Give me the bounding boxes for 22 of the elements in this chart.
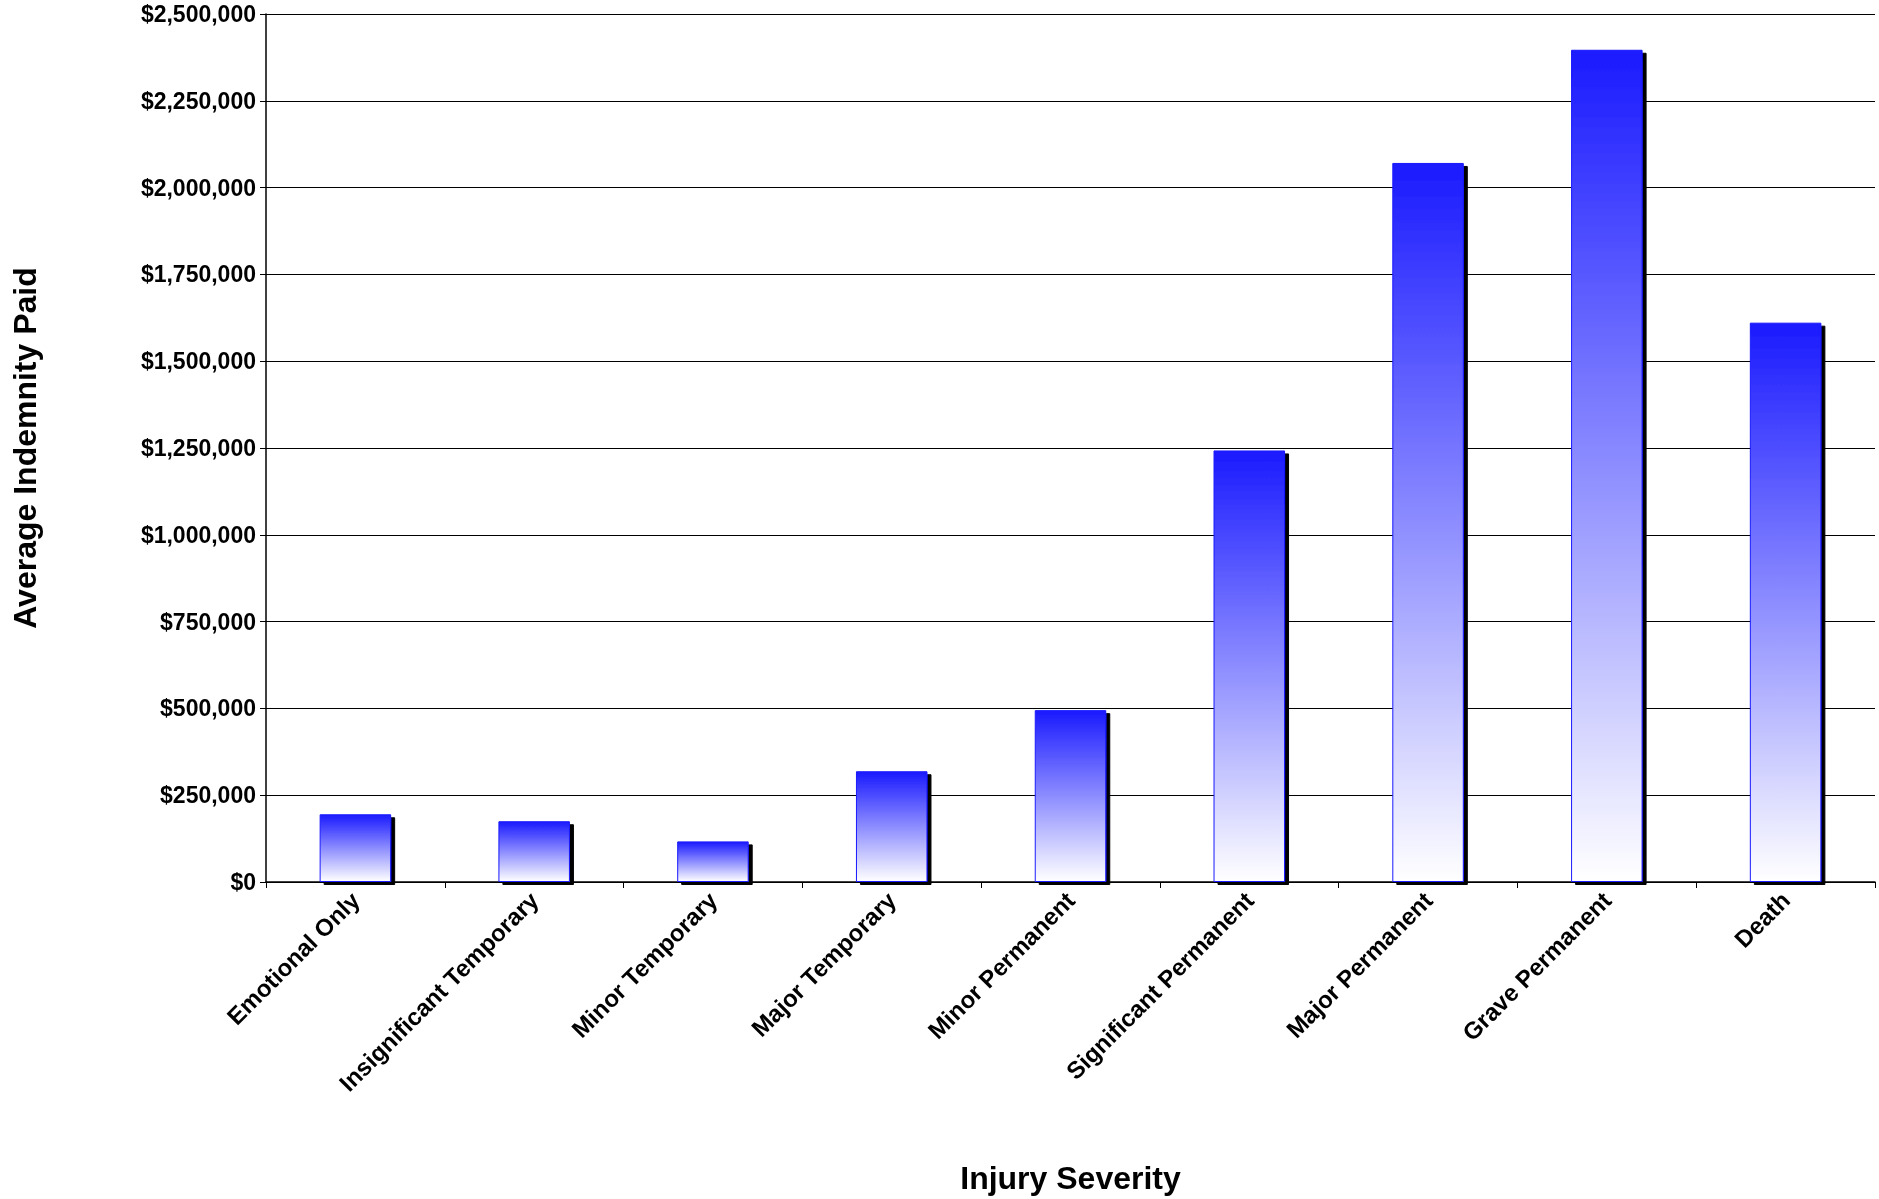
y-tick-label: $250,000 — [160, 782, 256, 809]
y-tick-label: $750,000 — [160, 608, 256, 635]
y-tick-label: $2,000,000 — [140, 174, 256, 201]
bar — [1213, 450, 1286, 882]
y-tick-label: $1,500,000 — [140, 348, 256, 375]
y-axis-title: Average Indemnity Paid — [7, 267, 43, 629]
x-axis-title: Injury Severity — [960, 1160, 1181, 1196]
y-tick-label: $2,500,000 — [140, 1, 256, 27]
bar — [1749, 322, 1822, 882]
y-tick-label: $500,000 — [160, 695, 256, 722]
bar — [855, 771, 928, 882]
bar — [319, 814, 392, 882]
y-tick-label: $2,250,000 — [140, 87, 256, 114]
bar — [1034, 710, 1107, 882]
bar — [677, 841, 749, 882]
y-tick-label: $0 — [230, 869, 256, 895]
bar — [498, 821, 570, 882]
y-tick-label: $1,250,000 — [140, 435, 256, 461]
y-tick-label: $1,000,000 — [140, 521, 256, 548]
bar — [1571, 49, 1643, 882]
y-tick-label: $1,750,000 — [140, 261, 256, 288]
bar — [1392, 162, 1464, 882]
